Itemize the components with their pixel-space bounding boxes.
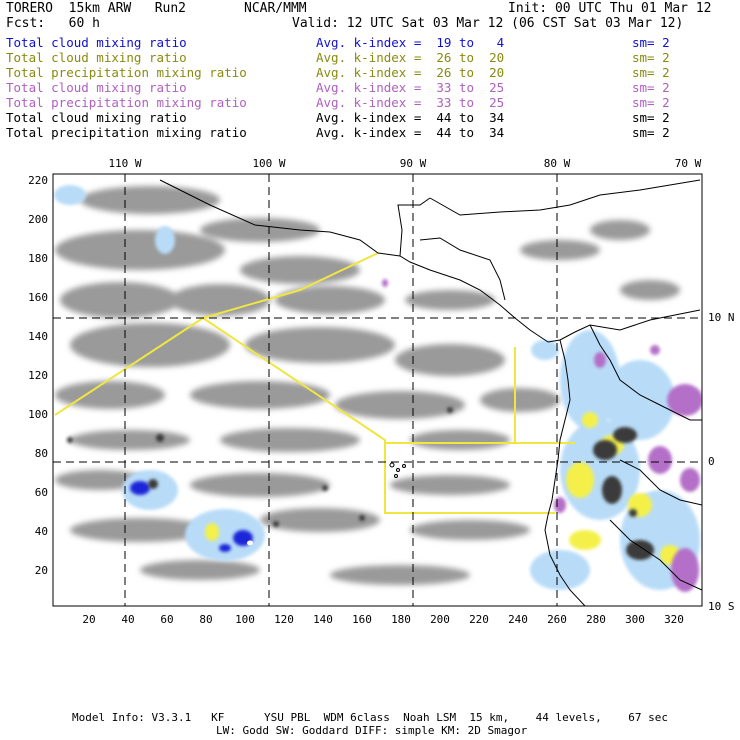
grid-x-label: 240: [508, 613, 528, 626]
physics-info: LW: Godd SW: Goddard DIFF: simple KM: 2D…: [216, 724, 528, 737]
cloud-field-light-blue: [54, 185, 700, 590]
legend-kindex: Avg. k-index = 26 to 20: [316, 50, 505, 65]
map-frame: [52, 173, 703, 607]
grid-x-label: 60: [160, 613, 174, 626]
lat-label: 0: [708, 455, 715, 468]
grid-y-label: 100: [28, 408, 48, 421]
grid-y-label: 200: [28, 213, 48, 226]
legend-sm: sm= 2: [632, 80, 670, 95]
legend-kindex: Avg. k-index = 33 to 25: [316, 95, 505, 110]
grid-x-label: 220: [469, 613, 489, 626]
grid-x-label: 20: [82, 613, 96, 626]
grid-x-label: 260: [547, 613, 567, 626]
legend-field: Total precipitation mixing ratio: [6, 65, 247, 80]
grid-x-label: 120: [274, 613, 294, 626]
grid-y-label: 220: [28, 174, 48, 187]
grid-x-label: 160: [352, 613, 372, 626]
grid-y-label: 20: [34, 564, 48, 577]
grid-x-label: 40: [121, 613, 135, 626]
grid-x-label: 300: [625, 613, 645, 626]
cloud-field-gray: [55, 186, 680, 585]
grid-x-label: 320: [664, 613, 684, 626]
grid-x-label: 180: [391, 613, 411, 626]
org-label: NCAR/MMM: [244, 1, 307, 16]
legend-field: Total cloud mixing ratio: [6, 50, 187, 65]
grid-x-label: 140: [313, 613, 333, 626]
valid-time: Valid: 12 UTC Sat 03 Mar 12 (06 CST Sat …: [292, 16, 684, 31]
lat-label: 10 S: [708, 600, 735, 613]
legend-sm: sm= 2: [632, 125, 670, 140]
legend-sm: sm= 2: [632, 50, 670, 65]
grid-y-label: 140: [28, 330, 48, 343]
model-info: Model Info: V3.3.1 KF YSU PBL WDM 6class…: [72, 711, 669, 724]
lon-label: 80 W: [543, 157, 571, 170]
grid-x-label: 100: [235, 613, 255, 626]
grid-y-label: 180: [28, 252, 48, 265]
legend-field: Total precipitation mixing ratio: [6, 95, 247, 110]
grid-y-label: 40: [34, 525, 48, 538]
legend-sm: sm= 2: [632, 95, 670, 110]
init-time: Init: 00 UTC Thu 01 Mar 12: [508, 1, 712, 16]
lon-label: 110 W: [108, 157, 142, 170]
flight-track: [54, 252, 575, 514]
legend-field: Total cloud mixing ratio: [6, 80, 187, 95]
grid-y-label: 80: [34, 447, 48, 460]
legend-sm: sm= 2: [632, 65, 670, 80]
latlon-grid: [53, 174, 702, 606]
grid-x-label: 80: [199, 613, 213, 626]
grid-y-label: 160: [28, 291, 48, 304]
legend-kindex: Avg. k-index = 44 to 34: [316, 110, 505, 125]
legend-kindex: Avg. k-index = 33 to 25: [316, 80, 505, 95]
lat-label: 10 N: [708, 311, 735, 324]
cloud-gap: [247, 540, 253, 546]
lon-label: 100 W: [252, 157, 286, 170]
legend-kindex: Avg. k-index = 44 to 34: [316, 125, 505, 140]
forecast-hour: Fcst: 60 h: [6, 16, 100, 31]
legend-sm: sm= 2: [632, 110, 670, 125]
grid-x-label: 200: [430, 613, 450, 626]
legend-sm: sm= 2: [632, 35, 670, 50]
model-title: TORERO 15km ARW Run2: [6, 1, 187, 16]
legend-kindex: Avg. k-index = 19 to 4: [316, 35, 505, 50]
legend-field: Total precipitation mixing ratio: [6, 125, 247, 140]
grid-y-label: 60: [34, 486, 48, 499]
lon-label: 90 W: [399, 157, 427, 170]
legend-kindex: Avg. k-index = 26 to 20: [316, 65, 505, 80]
grid-y-label: 120: [28, 369, 48, 382]
grid-x-label: 280: [586, 613, 606, 626]
cloud-field-violet: [382, 279, 702, 592]
lon-label: 70 W: [674, 157, 702, 170]
legend-field: Total cloud mixing ratio: [6, 110, 187, 125]
cloud-field-dark: [67, 407, 654, 560]
legend-field: Total cloud mixing ratio: [6, 35, 187, 50]
